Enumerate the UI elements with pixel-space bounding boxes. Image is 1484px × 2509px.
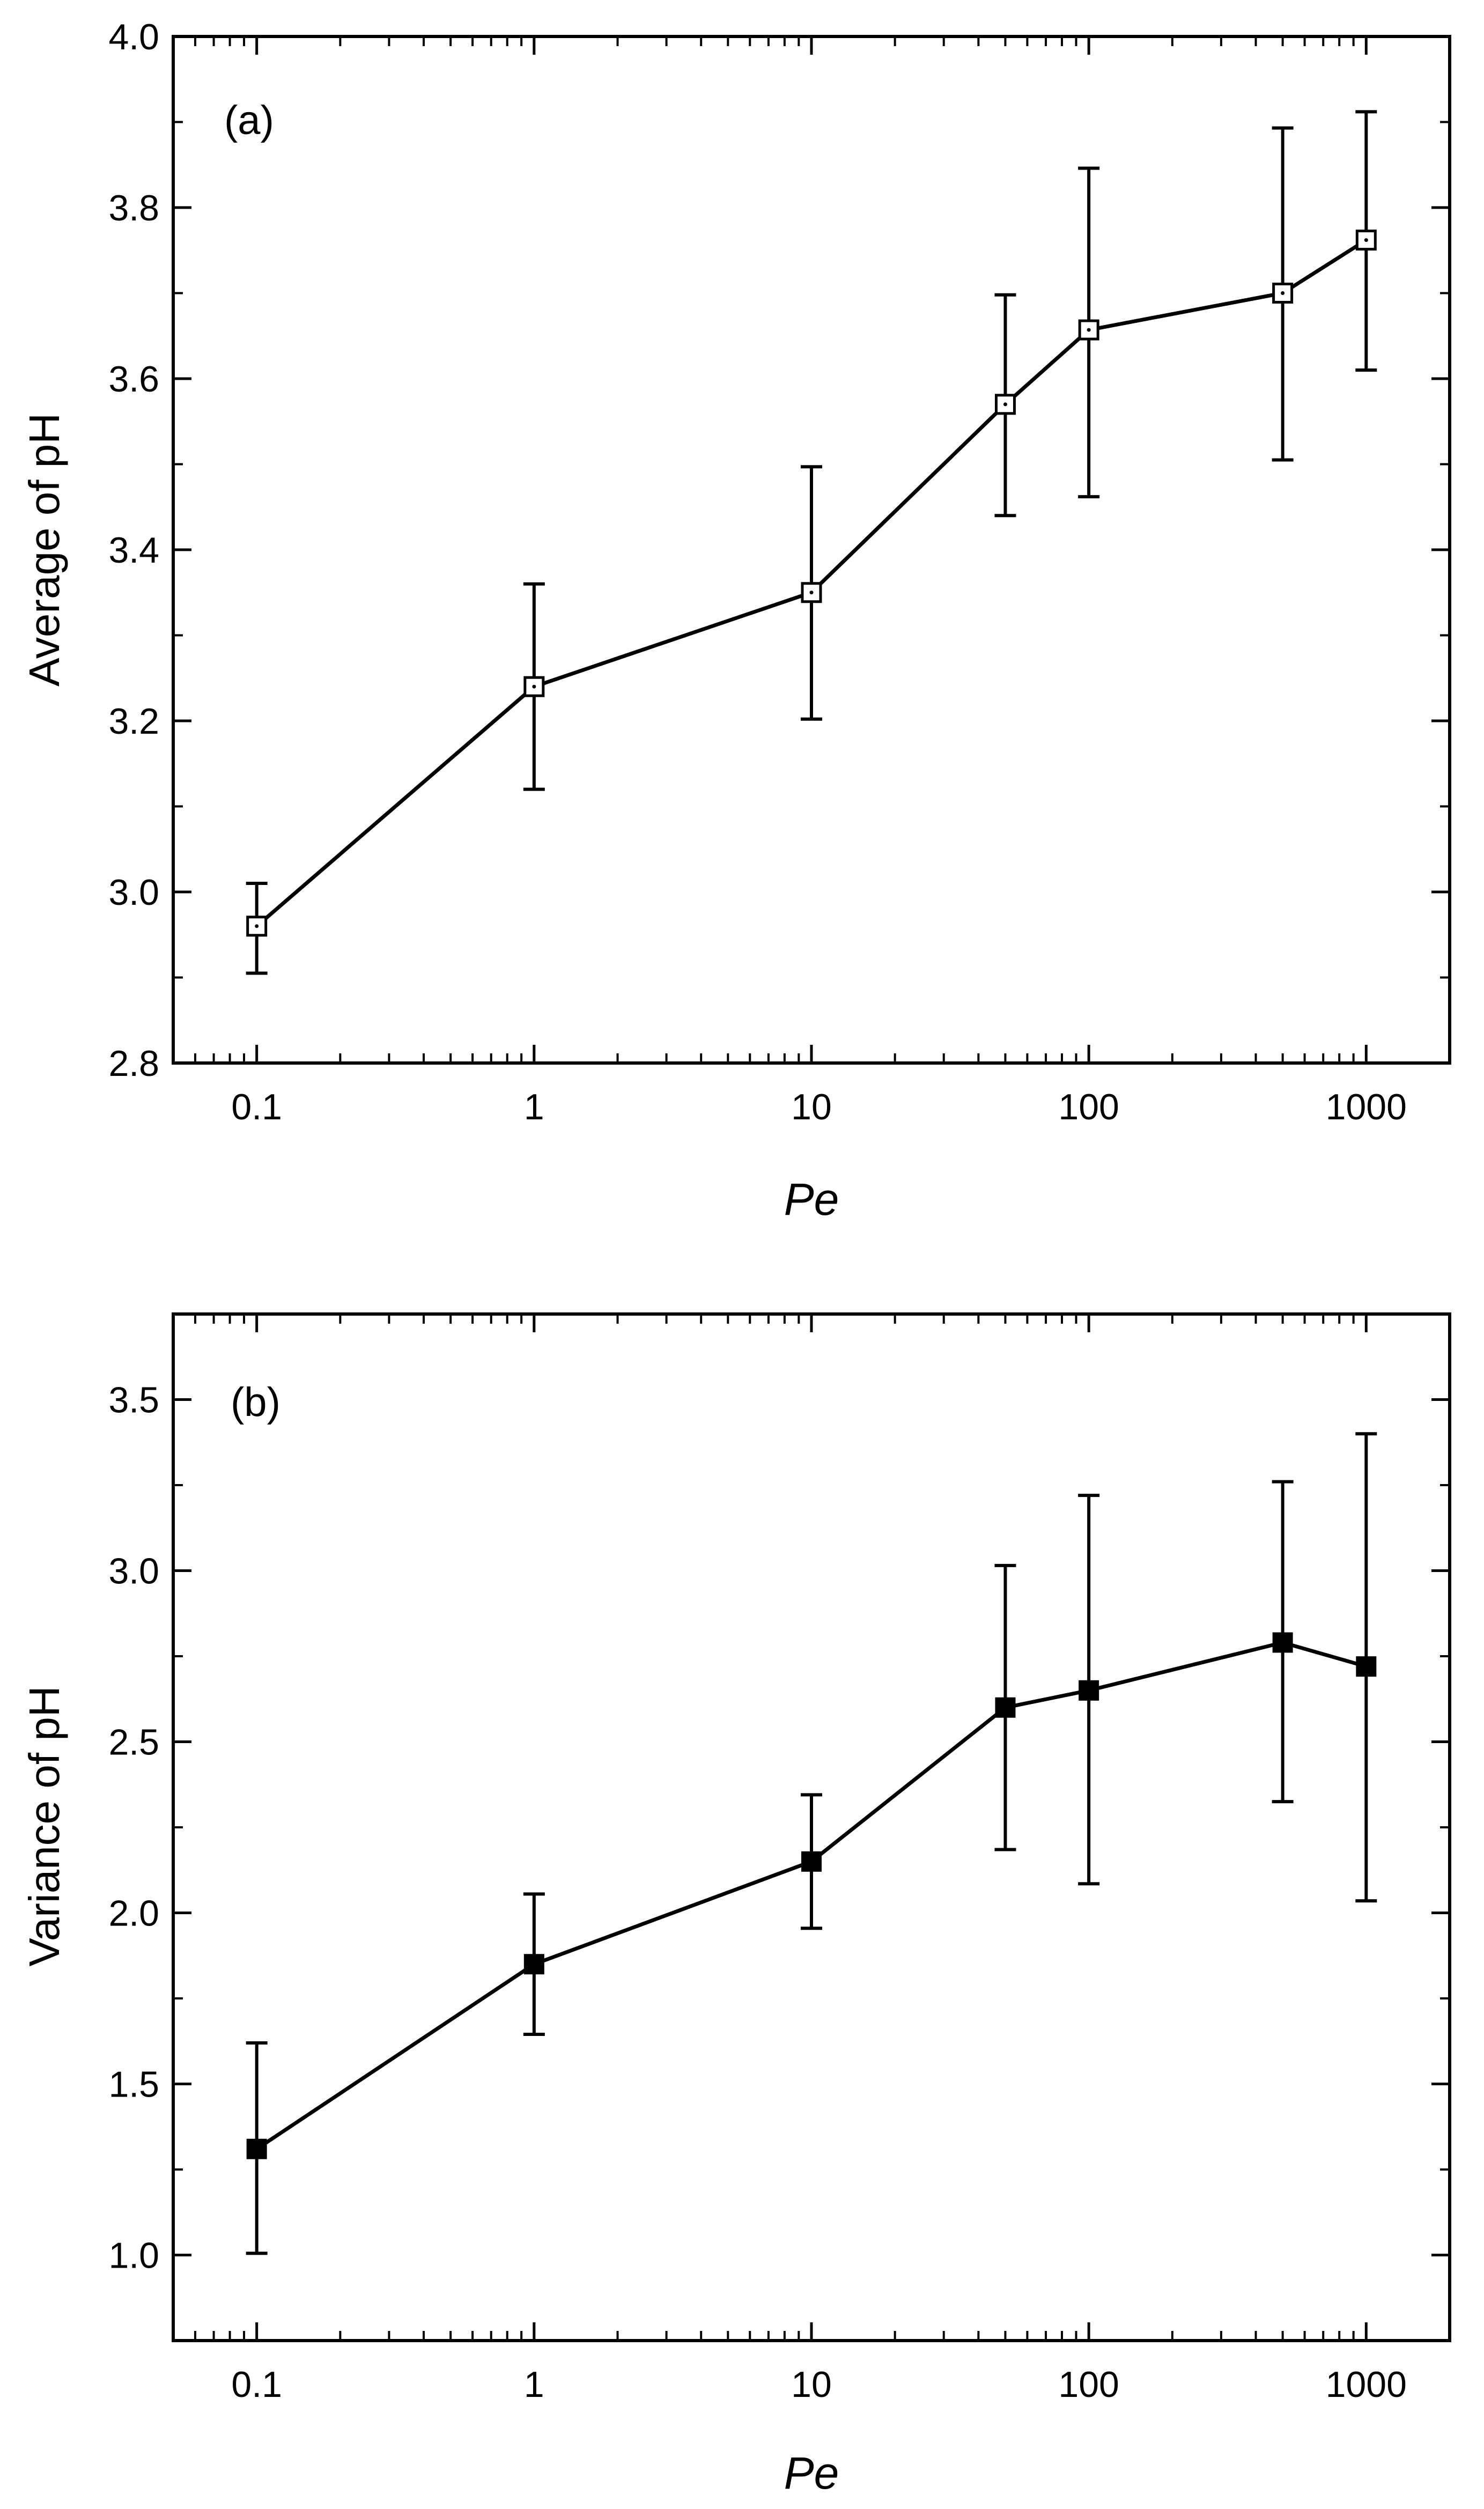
x-tick-label: 1000 <box>1326 2364 1407 2405</box>
data-point-center <box>255 924 259 928</box>
data-point-center <box>1364 238 1368 242</box>
data-point <box>1355 230 1377 251</box>
data-point <box>523 1954 544 1975</box>
data-point <box>995 1697 1016 1718</box>
data-point <box>1272 1632 1293 1653</box>
y-tick-label: 3.5 <box>108 1380 159 1421</box>
y-tick-label: 3.2 <box>108 701 159 742</box>
x-axis-label-b: Pe <box>784 2448 839 2498</box>
y-tick-label: 2.8 <box>108 1043 159 1084</box>
data-point-center <box>1087 328 1091 332</box>
x-tick-label: 10 <box>791 2364 832 2405</box>
data-point <box>1356 1656 1377 1677</box>
axis-ticks-b: 0.1 1 10 100 1000 1.0 1.5 2.0 2.5 3.0 3.5 <box>108 1313 1451 2405</box>
data-point <box>1079 1680 1099 1701</box>
series-a <box>246 110 1377 975</box>
data-point <box>246 2138 267 2159</box>
x-tick-label: 0.1 <box>231 1087 282 1127</box>
y-tick-label: 3.0 <box>108 872 159 913</box>
x-tick-label: 100 <box>1058 2364 1119 2405</box>
y-tick-label: 1.5 <box>108 2064 159 2105</box>
y-tick-label: 3.0 <box>108 1551 159 1592</box>
y-tick-label: 3.6 <box>108 359 159 400</box>
x-tick-label: 100 <box>1058 1087 1119 1127</box>
panel-b: 0.1 1 10 100 1000 1.0 1.5 2.0 2.5 3.0 3.5 (b) Vari… <box>20 1312 1451 2498</box>
data-point-center <box>1281 291 1285 295</box>
data-point <box>994 394 1016 415</box>
y-tick-label: 2.5 <box>108 1722 159 1763</box>
y-tick-label: 2.0 <box>108 1893 159 1934</box>
x-tick-label: 1 <box>524 1087 544 1127</box>
y-axis-label-a: Average of pH <box>20 413 68 687</box>
y-tick-label: 1.0 <box>108 2235 159 2276</box>
data-point <box>801 582 822 603</box>
x-tick-label: 1000 <box>1326 1087 1407 1127</box>
data-point-center <box>1003 402 1007 407</box>
y-tick-label: 3.4 <box>108 530 159 571</box>
x-axis-label-a: Pe <box>784 1174 839 1224</box>
y-tick-label: 3.8 <box>108 188 159 228</box>
panel-a: 0.1 1 10 100 1000 2.8 3.0 3.2 3.4 3.6 3.8 4.0 (a) A… <box>20 17 1451 1224</box>
panel-label-a: (a) <box>224 98 274 143</box>
x-tick-label: 10 <box>791 1087 832 1127</box>
panel-label-b: (b) <box>231 1379 280 1425</box>
data-point-center <box>809 591 814 595</box>
series-b <box>246 1432 1377 2255</box>
data-point <box>801 1851 822 1872</box>
y-tick-label: 4.0 <box>108 17 159 57</box>
data-point-center <box>532 684 536 689</box>
axis-ticks-a: 0.1 1 10 100 1000 2.8 3.0 3.2 3.4 3.6 3.8 4.0 <box>108 17 1451 1127</box>
y-axis-label-b: Variance of pH <box>20 1686 68 1966</box>
x-tick-label: 0.1 <box>231 2364 282 2405</box>
x-tick-label: 1 <box>524 2364 544 2405</box>
